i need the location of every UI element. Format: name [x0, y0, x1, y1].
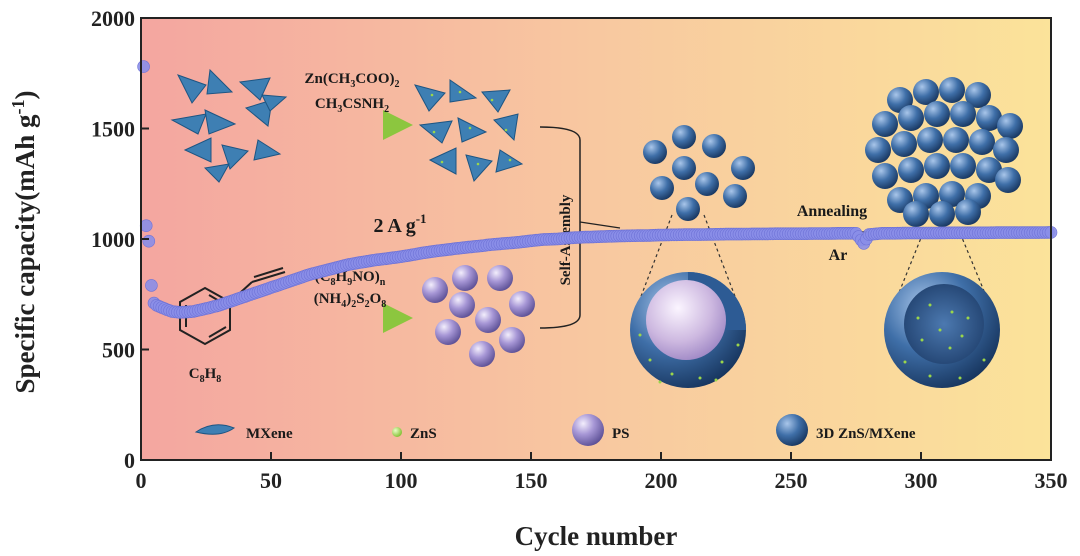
- zns-dot-icon: [392, 427, 402, 437]
- legend-label-ps: PS: [612, 426, 630, 442]
- y-tick-label: 1000: [91, 227, 135, 252]
- zns-mxene-sphere-icon: [776, 414, 808, 446]
- reagent-ammonium-persulfate: (NH4)2S2O8: [314, 291, 387, 310]
- data-point: [137, 60, 150, 73]
- x-axis-label: Cycle number: [515, 521, 678, 551]
- legend-label-zns: ZnS: [410, 426, 437, 442]
- legend: MXene ZnS PS 3D ZnS/MXene: [194, 414, 916, 446]
- self-assembly-brace: [539, 126, 581, 329]
- x-tick-label: 100: [385, 468, 418, 493]
- zns-mxene-3d-cluster: [865, 77, 1023, 227]
- y-tick-label: 1500: [91, 117, 135, 142]
- mxene-flakes-cluster: [170, 68, 288, 183]
- data-point: [142, 234, 156, 248]
- ps-sphere-icon: [572, 414, 604, 446]
- annealing-label: Annealing: [797, 203, 867, 220]
- x-tick-label: 150: [515, 468, 548, 493]
- zns-mxene-flakes-cluster: [414, 79, 524, 182]
- x-axis: 0 50 100 150 200 250 300 350: [136, 452, 1068, 493]
- legend-label-mxene: MXene: [246, 426, 293, 442]
- y-tick-label: 2000: [91, 6, 135, 31]
- y-tick-label: 500: [102, 338, 135, 363]
- x-tick-label: 250: [775, 468, 808, 493]
- reagent-thioacetamide: CH3CSNH2: [315, 96, 389, 115]
- series-group: [137, 60, 1058, 319]
- reagent-zinc-acetate: Zn(CH3COO)2: [304, 71, 399, 90]
- x-tick-label: 0: [136, 468, 147, 493]
- x-tick-label: 350: [1035, 468, 1068, 493]
- y-tick-label: 0: [124, 448, 135, 473]
- y-axis: 0 500 1000 1500 2000: [91, 6, 149, 473]
- y-axis-label: Specific capacity(mAh g-1): [8, 91, 40, 394]
- zns-mxene-ps-spheres-group: [643, 125, 755, 221]
- legend-label-zns-mxene: 3D ZnS/MXene: [816, 426, 916, 442]
- core-shell-sphere: [630, 272, 746, 388]
- data-point: [145, 279, 158, 292]
- x-tick-label: 50: [260, 468, 282, 493]
- x-tick-label: 300: [905, 468, 938, 493]
- x-tick-label: 200: [645, 468, 678, 493]
- styrene-formula: C8H8: [189, 366, 222, 385]
- hollow-sphere: [884, 272, 1000, 388]
- synthesis-schematic: Zn(CH3COO)2 CH3CSNH2: [170, 68, 1023, 388]
- zns-dots-on-flakes: [430, 90, 512, 166]
- atmosphere-label: Ar: [829, 247, 848, 264]
- mxene-flake-icon: [194, 424, 236, 435]
- ps-spheres-group: [422, 265, 535, 367]
- rate-annotation: 2 A g-1: [373, 211, 426, 237]
